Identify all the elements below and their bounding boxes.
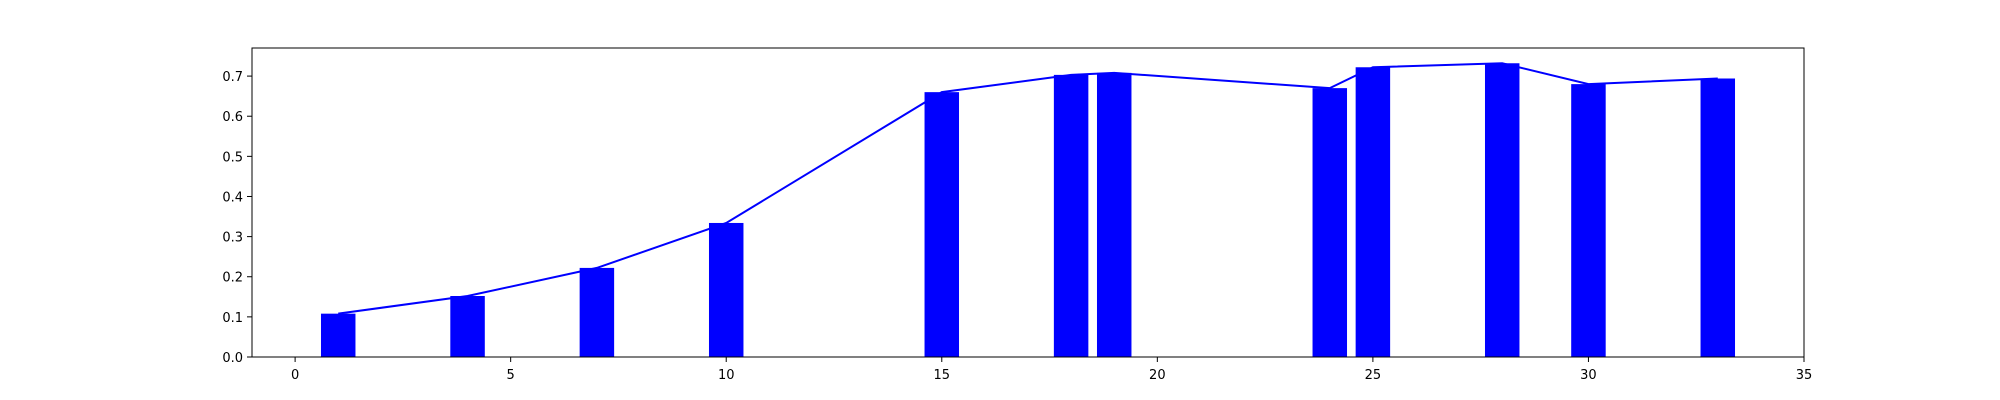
y-tick-label-6: 0.6 xyxy=(222,110,243,125)
bars-layer xyxy=(320,63,1736,358)
bar-2 xyxy=(579,267,615,357)
line-layer xyxy=(338,62,1718,315)
bar-3 xyxy=(708,222,744,357)
x-tick-label-4: 20 xyxy=(1149,368,1166,383)
bar-10 xyxy=(1571,84,1606,357)
y-tick-label-3: 0.3 xyxy=(222,231,243,246)
y-tick-label-7: 0.7 xyxy=(222,70,243,85)
x-tick-label-6: 30 xyxy=(1580,368,1597,383)
axes-layer: 0 5 10 15 20 25 30 35 0.0 0.1 0.2 0.3 0.4 0.5 0.6 0.7 xyxy=(222,47,1813,383)
bar-5 xyxy=(1053,74,1089,357)
x-tick-label-3: 15 xyxy=(934,368,951,383)
bar-7 xyxy=(1312,88,1348,357)
x-tick-label-5: 25 xyxy=(1365,368,1382,383)
y-tick-label-5: 0.5 xyxy=(222,150,243,165)
x-tick-label-0: 0 xyxy=(291,368,299,383)
y-tick-label-0: 0.0 xyxy=(222,351,243,366)
bar-6 xyxy=(1096,72,1132,357)
y-tick-label-2: 0.2 xyxy=(222,271,243,286)
bar-9 xyxy=(1484,63,1520,357)
bar-8 xyxy=(1355,67,1391,358)
x-tick-label-1: 5 xyxy=(507,368,515,383)
bar-11 xyxy=(1700,78,1736,357)
y-tick-label-1: 0.1 xyxy=(222,311,243,326)
bar-0 xyxy=(320,313,356,357)
series-line xyxy=(338,62,1718,315)
x-tick-label-2: 10 xyxy=(718,368,735,383)
bar-4 xyxy=(924,92,960,358)
bar-1 xyxy=(450,296,485,357)
x-tick-label-7: 35 xyxy=(1796,368,1813,383)
plot-frame xyxy=(251,47,1805,358)
y-tick-label-4: 0.4 xyxy=(222,190,243,205)
